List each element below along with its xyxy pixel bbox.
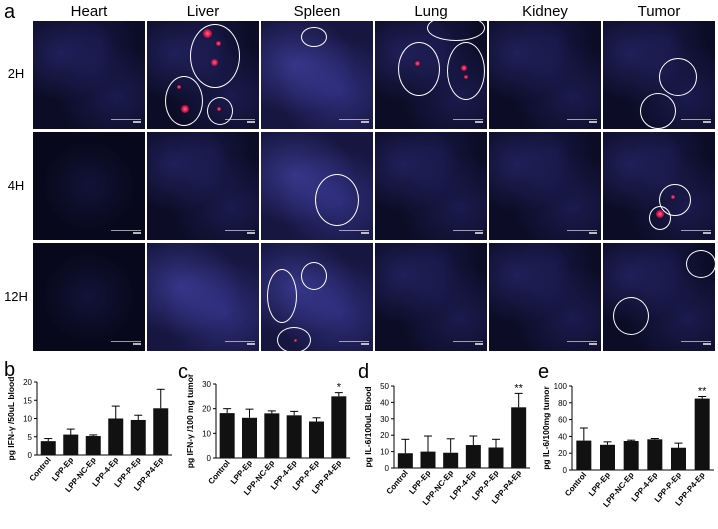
panel-e-letter: e: [538, 361, 550, 383]
column-label-spleen: Spleen: [293, 3, 341, 20]
bar-lpp-4-ep: [286, 415, 302, 458]
bar-lpp-ep: [420, 451, 436, 468]
panel-c-letter: c: [178, 361, 188, 383]
row-label-12h: 12H: [4, 289, 28, 304]
bar-lpp-p4-ep: [511, 407, 527, 468]
micrograph-tumor-2h: [603, 21, 715, 129]
y-tick-label: 50: [380, 382, 389, 391]
row-label-2h: 2H: [7, 66, 25, 81]
micrograph-liver-4h: [147, 132, 259, 240]
bar-lpp-4-ep: [465, 445, 481, 468]
micrograph-lung-4h: [375, 132, 487, 240]
bar-lpp-ep: [63, 434, 79, 455]
y-tick-label: 40: [558, 432, 567, 441]
y-tick-label: 80: [558, 399, 567, 408]
y-tick-label: 0: [207, 454, 212, 463]
column-label-liver: Liver: [186, 3, 220, 20]
micrograph-heart-4h: [33, 132, 145, 240]
bar-lpp-p-ep: [309, 421, 324, 458]
y-tick-label: 10: [23, 415, 32, 424]
y-tick-label: 100: [554, 382, 568, 391]
bar-control: [219, 413, 235, 458]
column-label-lung: Lung: [414, 3, 448, 20]
micrograph-heart-2h: [33, 21, 145, 129]
y-tick-label: 40: [380, 398, 389, 407]
column-label-kidney: Kidney: [522, 3, 568, 20]
bar-lpp-p4-ep: [331, 396, 347, 458]
bar-lpp-nc-ep: [623, 441, 639, 470]
y-axis-label: pg IL-6/100mg tumor: [541, 386, 551, 470]
micrograph-liver-2h: [147, 21, 259, 129]
micrograph-spleen-12h: [261, 243, 373, 351]
y-tick-label: 5: [28, 433, 33, 442]
y-tick-label: 30: [380, 415, 389, 424]
y-tick-label: 0: [28, 451, 33, 460]
y-tick-label: 10: [380, 448, 389, 457]
micrograph-spleen-2h: [261, 21, 373, 129]
bar-lpp-ep: [242, 417, 257, 458]
micrograph-lung-12h: [375, 243, 487, 351]
bar-lpp-p-ep: [488, 447, 504, 468]
micrograph-heart-12h: [33, 243, 145, 351]
y-axis-label: pg IL-6/100uL Blood: [363, 386, 373, 467]
y-tick-label: 20: [380, 431, 389, 440]
micrograph-lung-2h: [375, 21, 487, 129]
y-tick-label: 20: [202, 405, 211, 414]
micrograph-tumor-4h: [603, 132, 715, 240]
column-label-heart: Heart: [70, 3, 108, 20]
significance-marker: *: [337, 382, 342, 394]
bar-lpp-p4-ep: [694, 398, 710, 470]
column-label-tumor: Tumor: [637, 3, 681, 20]
bar-lpp-4-ep: [108, 418, 124, 455]
y-tick-label: 10: [202, 429, 211, 438]
panel-b-letter: b: [4, 359, 16, 381]
bar-lpp-nc-ep: [85, 436, 101, 455]
panel-d-letter: d: [358, 361, 370, 383]
bar-control: [40, 441, 56, 455]
y-tick-label: 20: [558, 449, 567, 458]
bar-lpp-p4-ep: [153, 408, 169, 455]
panel-a-letter: a: [4, 1, 16, 23]
row-label-4h: 4H: [7, 178, 25, 193]
bar-lpp-p-ep: [671, 447, 686, 470]
y-tick-label: 15: [23, 396, 32, 405]
y-axis-label: pg IFN-γ /50uL blood: [6, 377, 16, 461]
significance-marker: **: [698, 386, 707, 398]
bar-control: [397, 453, 413, 468]
significance-marker: **: [514, 382, 523, 394]
y-tick-label: 30: [202, 380, 211, 389]
y-axis-label: pg IFN-γ /100 mg tumor: [185, 373, 195, 468]
micrograph-tumor-12h: [603, 243, 715, 351]
bar-lpp-nc-ep: [443, 452, 459, 468]
micrograph-kidney-4h: [489, 132, 601, 240]
y-tick-label: 0: [385, 464, 390, 473]
bar-lpp-p-ep: [130, 419, 146, 455]
bar-lpp-4-ep: [647, 439, 663, 470]
bar-lpp-ep: [600, 444, 615, 470]
micrograph-liver-12h: [147, 243, 259, 351]
y-tick-label: 20: [23, 378, 32, 387]
y-tick-label: 60: [558, 416, 567, 425]
micrograph-spleen-4h: [261, 132, 373, 240]
y-tick-label: 0: [563, 466, 568, 475]
bar-lpp-nc-ep: [264, 413, 280, 458]
micrograph-kidney-12h: [489, 243, 601, 351]
bar-control: [576, 440, 592, 470]
micrograph-kidney-2h: [489, 21, 601, 129]
